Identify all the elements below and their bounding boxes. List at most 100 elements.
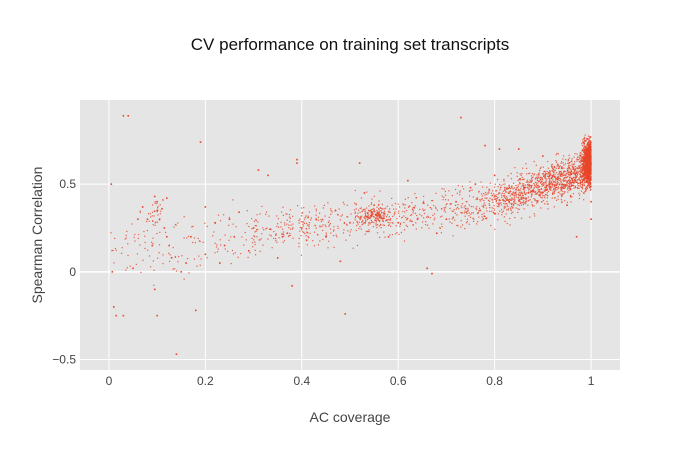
data-point (576, 153, 578, 155)
data-point (260, 238, 262, 240)
data-point (564, 186, 566, 188)
data-point (502, 210, 504, 212)
data-point (578, 159, 580, 161)
data-point (288, 227, 290, 229)
data-point (399, 206, 401, 208)
data-point (298, 242, 300, 244)
data-point (498, 148, 501, 150)
data-point (581, 143, 583, 145)
data-point (567, 170, 569, 172)
data-point (528, 172, 530, 175)
data-point (252, 227, 255, 229)
data-point (112, 306, 115, 308)
data-point (381, 203, 383, 206)
data-point (282, 231, 284, 233)
data-point (494, 213, 496, 215)
data-point (588, 139, 590, 141)
data-point (407, 206, 410, 208)
data-point (466, 213, 468, 215)
data-point (388, 210, 390, 212)
data-point (520, 204, 523, 206)
data-point (493, 174, 496, 177)
data-point (308, 224, 310, 226)
data-point (552, 168, 555, 170)
data-point (370, 215, 372, 217)
data-point (542, 195, 544, 197)
data-point (580, 167, 582, 169)
data-point (553, 192, 555, 194)
data-point (545, 194, 547, 196)
data-point (457, 204, 459, 206)
data-point (581, 163, 584, 166)
data-point (528, 186, 530, 188)
data-point (296, 162, 298, 164)
data-point (554, 166, 556, 169)
data-point (412, 210, 415, 212)
data-point (126, 230, 128, 233)
data-point (213, 231, 215, 233)
data-point (537, 189, 539, 191)
data-point (568, 171, 570, 173)
data-point (589, 152, 591, 154)
data-point (342, 201, 344, 203)
data-point (277, 218, 280, 220)
data-point (362, 219, 364, 221)
data-point (223, 214, 225, 216)
data-point (357, 216, 360, 218)
data-point (545, 185, 547, 187)
data-point (544, 203, 546, 205)
data-point (389, 219, 392, 221)
data-point (583, 174, 585, 176)
data-point (153, 195, 156, 198)
data-point (496, 205, 498, 207)
data-point (588, 161, 591, 163)
data-point (573, 171, 575, 173)
data-point (570, 168, 572, 170)
data-point (115, 314, 117, 317)
data-point (400, 231, 402, 234)
data-point (573, 173, 575, 175)
data-point (125, 269, 127, 271)
data-point (481, 195, 484, 197)
data-point (589, 178, 591, 180)
data-point (228, 218, 231, 221)
data-point (491, 207, 493, 209)
data-point (548, 185, 550, 187)
data-point (354, 189, 356, 192)
data-point (257, 221, 259, 223)
data-point (423, 202, 425, 204)
data-point (588, 167, 590, 169)
data-point (580, 190, 583, 192)
data-point (556, 177, 558, 179)
data-point (574, 170, 576, 173)
data-point (328, 240, 330, 242)
data-point (519, 189, 521, 191)
data-point (363, 208, 365, 211)
data-point (477, 211, 479, 214)
data-point (467, 209, 469, 211)
data-point (286, 232, 289, 235)
data-point (391, 221, 393, 224)
data-point (379, 211, 381, 213)
data-point (574, 172, 576, 174)
data-point (373, 210, 376, 212)
data-point (576, 186, 578, 189)
data-point (590, 218, 592, 221)
data-point (306, 244, 308, 246)
data-point (524, 202, 527, 205)
data-point (498, 200, 500, 202)
data-point (585, 164, 587, 166)
data-point (588, 183, 591, 185)
data-point (512, 182, 515, 184)
data-point (276, 256, 279, 259)
data-point (536, 174, 538, 176)
data-point (517, 179, 519, 182)
data-point (361, 220, 363, 223)
data-point (145, 220, 148, 223)
data-point (540, 176, 542, 179)
data-point (373, 207, 375, 210)
data-point (576, 175, 578, 177)
data-point (122, 114, 125, 117)
data-point (583, 167, 585, 170)
data-point (246, 223, 248, 225)
